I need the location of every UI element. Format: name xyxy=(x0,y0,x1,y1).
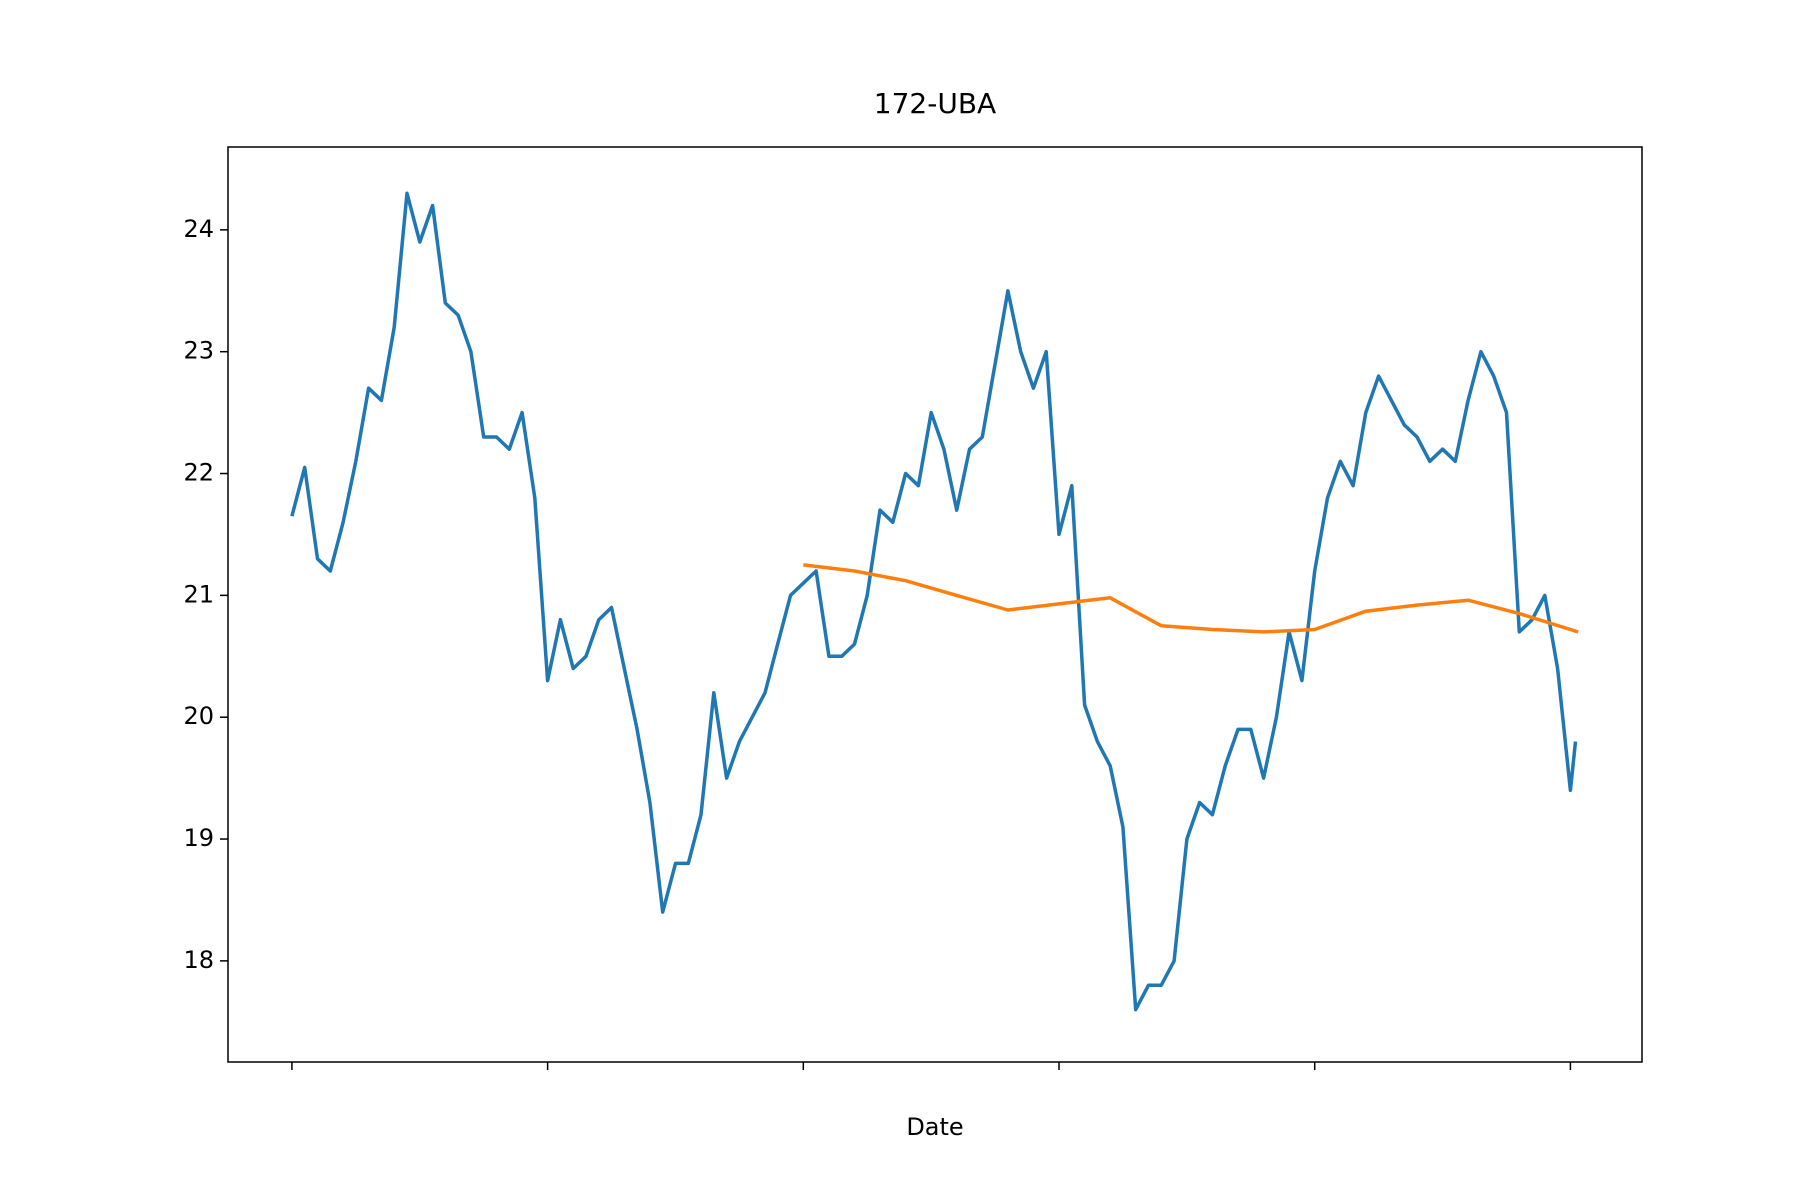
y-tick-label: 21 xyxy=(183,580,214,608)
chart-title: 172-UBA xyxy=(874,87,996,120)
y-tick-label: 19 xyxy=(183,824,214,852)
y-tick-label: 22 xyxy=(183,459,214,487)
y-tick-label: 24 xyxy=(183,215,214,243)
series-line xyxy=(290,191,1578,1012)
x-axis-label: Date xyxy=(906,1113,963,1141)
y-tick-label: 20 xyxy=(183,702,214,730)
y-tick-label: 18 xyxy=(183,946,214,974)
y-tick-label: 23 xyxy=(183,337,214,365)
series-line xyxy=(803,563,1579,634)
plot-frame xyxy=(227,146,1643,1063)
